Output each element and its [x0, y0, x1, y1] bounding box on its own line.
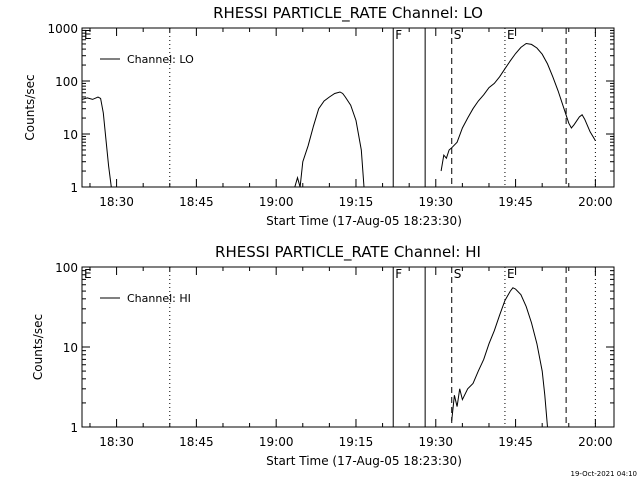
x-tick-label: 18:30 — [99, 195, 134, 209]
x-tick-label: 19:00 — [259, 195, 294, 209]
plot-frame — [81, 27, 615, 188]
y-tick-label: 10 — [63, 128, 78, 142]
x-axis-label: Start Time (17-Aug-05 18:23:30) — [266, 214, 462, 228]
y-tick-label: 1000 — [47, 22, 78, 36]
event-marker-label: F — [395, 28, 402, 42]
legend-label: Channel: LO — [127, 53, 194, 66]
data-series-line — [81, 96, 112, 188]
x-tick-label: 19:45 — [498, 195, 533, 209]
x-axis-label: Start Time (17-Aug-05 18:23:30) — [266, 454, 462, 468]
chart-title: RHESSI PARTICLE_RATE Channel: LO — [213, 4, 483, 23]
x-tick-label: 19:15 — [339, 195, 374, 209]
legend-label: Channel: HI — [127, 292, 191, 305]
data-series-line — [451, 287, 548, 428]
x-tick-label: 20:00 — [578, 435, 613, 449]
y-axis-label: Counts/sec — [31, 314, 45, 380]
event-marker-label: S — [454, 267, 462, 281]
event-marker-label: F — [395, 267, 402, 281]
y-tick-label: 100 — [55, 261, 78, 275]
event-marker-label: S — [454, 28, 462, 42]
x-tick-label: 19:00 — [259, 435, 294, 449]
x-tick-label: 20:00 — [578, 195, 613, 209]
x-tick-label: 18:45 — [179, 435, 214, 449]
event-marker-label: E — [84, 28, 92, 42]
y-axis-label: Counts/sec — [23, 74, 37, 140]
data-series-line — [440, 42, 596, 172]
generation-timestamp: 19-Oct-2021 04:10 — [571, 470, 637, 478]
y-tick-label: 100 — [55, 75, 78, 89]
plot-frame — [81, 266, 615, 428]
x-tick-label: 18:30 — [99, 435, 134, 449]
y-tick-label: 1 — [70, 421, 78, 435]
event-marker-label: E — [507, 267, 515, 281]
event-marker-label: E — [507, 28, 515, 42]
x-tick-label: 19:15 — [339, 435, 374, 449]
x-tick-label: 18:45 — [179, 195, 214, 209]
data-series-line — [294, 91, 365, 188]
x-tick-label: 19:30 — [418, 195, 453, 209]
y-tick-label: 1 — [70, 181, 78, 195]
y-tick-label: 10 — [63, 341, 78, 355]
chart-title: RHESSI PARTICLE_RATE Channel: HI — [215, 243, 481, 262]
x-tick-label: 19:45 — [498, 435, 533, 449]
x-tick-label: 19:30 — [418, 435, 453, 449]
event-marker-label: E — [84, 267, 92, 281]
